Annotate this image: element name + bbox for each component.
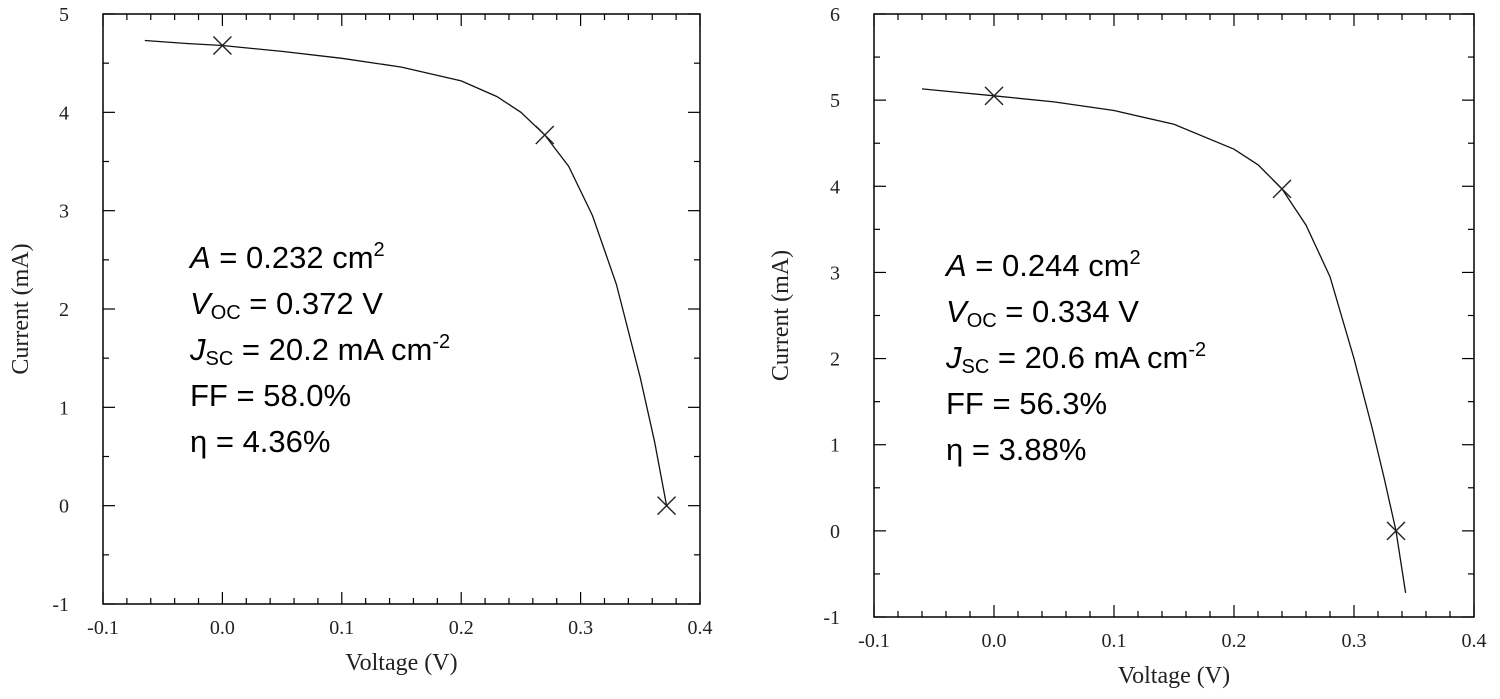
x-marker-stroke (212, 35, 232, 55)
y-tick-label: -1 (823, 607, 840, 629)
left-annotation: A = 0.232 cm2 VOC = 0.372 V JSC = 20.2 m… (190, 239, 451, 472)
y-tick-label: 5 (59, 4, 69, 26)
x-tick-label: 0.4 (1462, 630, 1487, 652)
x-tick-label: -0.1 (87, 617, 119, 639)
x-marker-stroke (657, 496, 677, 516)
y-tick-label: 5 (830, 90, 840, 112)
x-tick-label: 0.1 (1102, 630, 1127, 652)
y-tick-label: 1 (830, 435, 840, 457)
x-axis-title: Voltage (V) (345, 650, 457, 676)
right-annotation: A = 0.244 cm2 VOC = 0.334 V JSC = 20.6 m… (946, 247, 1207, 480)
y-tick-label: 6 (830, 4, 840, 26)
y-tick-label: 0 (59, 496, 69, 518)
ff-line: FF = 56.3% (946, 386, 1108, 421)
voc-line: VOC = 0.372 V (190, 286, 383, 324)
eta-line: η = 4.36% (190, 424, 331, 459)
y-tick-label: 0 (830, 521, 840, 543)
jsc-line: JSC = 20.2 mA cm-2 (190, 331, 451, 370)
x-tick-label: 0.0 (210, 617, 235, 639)
jsc-line: JSC = 20.6 mA cm-2 (946, 339, 1207, 378)
x-marker (657, 496, 677, 516)
x-marker (535, 125, 555, 145)
area-line: A = 0.244 cm2 (946, 247, 1141, 283)
x-tick-label: 0.1 (329, 617, 354, 639)
area-line: A = 0.232 cm2 (190, 239, 385, 275)
x-tick-label: 0.2 (449, 617, 474, 639)
iv-curve (921, 88, 1407, 593)
x-tick-label: 0.0 (982, 630, 1007, 652)
right-iv-chart: -0.1 0.0 0.1 0.2 0.3 0.4 -1 0 1 2 3 4 5 6 Voltage (V) C… (760, 0, 1500, 699)
x-marker (212, 35, 232, 55)
x-tick-label: 0.3 (1342, 630, 1367, 652)
y-tick-label: -1 (52, 594, 69, 616)
right-iv-plot: -0.1 0.0 0.1 0.2 0.3 0.4 -1 0 1 2 3 4 5 6 Voltage (V) C… (768, 4, 1487, 689)
y-tick-label: 1 (59, 397, 69, 419)
y-tick-label: 3 (59, 201, 69, 223)
ff-line: FF = 58.0% (190, 378, 352, 413)
y-tick-label: 4 (59, 102, 69, 124)
y-axis-title: Current (mA) (8, 243, 34, 374)
y-axis-title: Current (mA) (768, 250, 794, 381)
x-tick-label: 0.3 (568, 617, 593, 639)
eta-line: η = 3.88% (946, 432, 1087, 467)
x-marker (1386, 521, 1406, 541)
iv-curve (144, 39, 668, 506)
x-marker (984, 86, 1004, 106)
x-marker (1272, 179, 1292, 199)
y-tick-label: 3 (830, 262, 840, 284)
y-tick-label: 2 (59, 299, 69, 321)
x-tick-label: 0.4 (688, 617, 713, 639)
y-tick-label: 2 (830, 349, 840, 371)
x-tick-label: -0.1 (858, 630, 890, 652)
x-marker-stroke (1272, 179, 1292, 199)
x-axis-title: Voltage (V) (1118, 663, 1230, 689)
voc-line: VOC = 0.334 V (946, 294, 1139, 332)
left-iv-plot: -0.1 0.0 0.1 0.2 0.3 0.4 -1 0 1 2 3 4 5 Voltage (V) Cu… (8, 4, 713, 676)
left-iv-chart: -0.1 0.0 0.1 0.2 0.3 0.4 -1 0 1 2 3 4 5 Voltage (V) Cu… (0, 0, 740, 699)
x-marker-stroke (1386, 521, 1406, 541)
x-marker-stroke (984, 86, 1004, 106)
x-marker-stroke (535, 125, 555, 145)
x-tick-label: 0.2 (1222, 630, 1247, 652)
y-tick-label: 4 (830, 176, 840, 198)
